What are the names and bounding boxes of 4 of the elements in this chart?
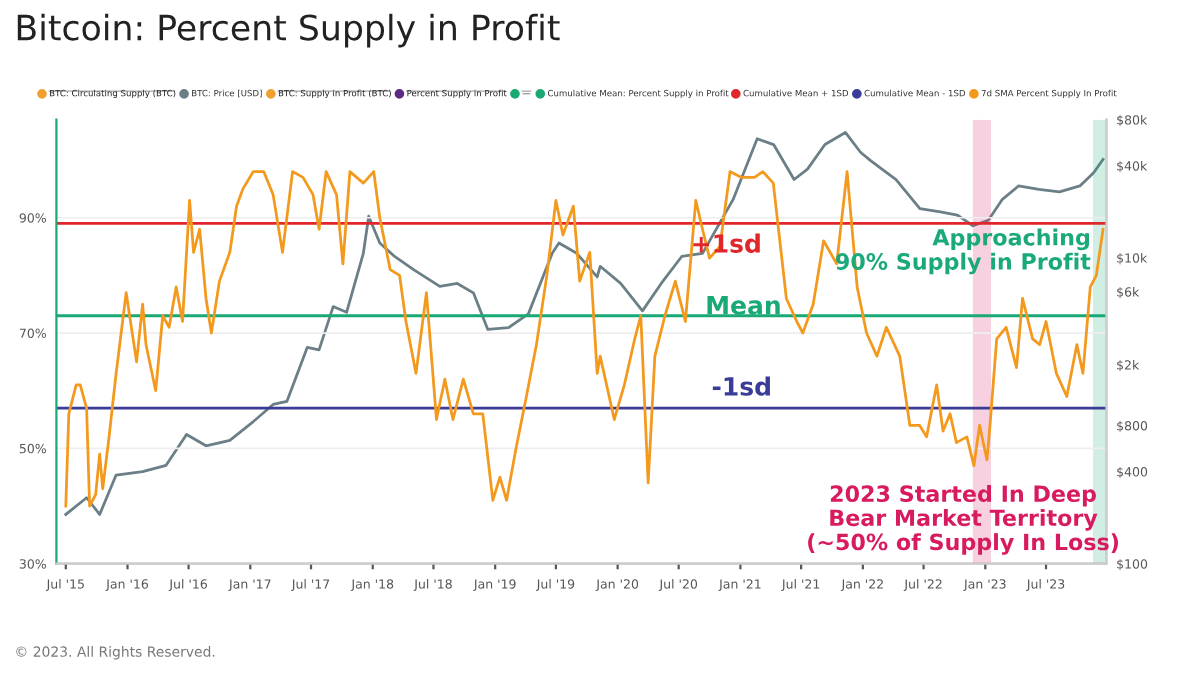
annotation: Mean: [707, 296, 780, 315]
chart-title: Bitcoin: Percent Supply in Profit: [17, 13, 560, 48]
band-label: 2023 Started In Deep Bear Market Territory (~50% of Supply In Loss): [808, 484, 1118, 555]
annotation: -1sd: [712, 376, 770, 396]
